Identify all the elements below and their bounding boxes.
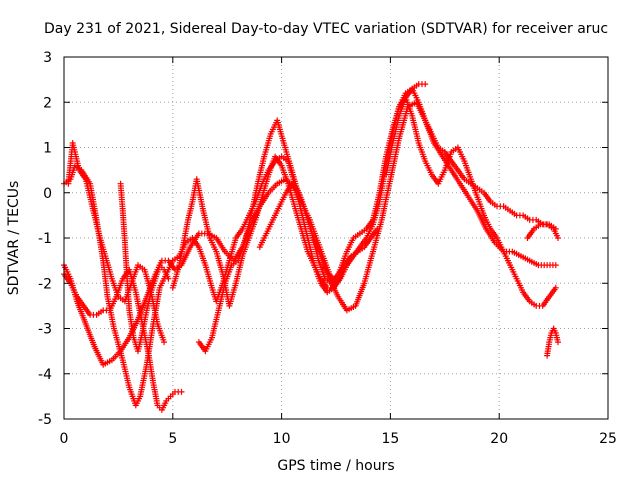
y-tick-label: -5 <box>38 412 52 428</box>
x-tick-label: 15 <box>381 431 399 447</box>
series-track-7 <box>195 117 353 355</box>
y-tick-label: 2 <box>43 95 52 111</box>
x-tick-label: 10 <box>273 431 291 447</box>
x-tick-label: 0 <box>60 431 69 447</box>
x-axis-ticks: 0 5 10 15 20 25 <box>60 57 617 447</box>
series-track-9 <box>524 221 561 241</box>
chart-title: Day 231 of 2021, Sidereal Day-to-day VTE… <box>44 21 608 37</box>
x-axis-title: GPS time / hours <box>277 458 394 474</box>
data-point-markers <box>195 117 353 355</box>
series-track-10 <box>544 325 561 359</box>
data-point-markers <box>256 180 381 287</box>
y-axis-title: SDTVAR / TECUs <box>6 181 22 296</box>
y-tick-label: 3 <box>43 50 52 66</box>
series-track-5 <box>117 180 172 355</box>
y-tick-label: -3 <box>38 322 52 338</box>
series-track-11 <box>256 180 381 287</box>
y-tick-label: 0 <box>43 186 52 202</box>
data-point-markers <box>117 180 172 355</box>
series-track-8 <box>383 85 559 232</box>
data-marks <box>61 81 561 413</box>
data-point-markers <box>544 325 561 359</box>
x-tick-label: 5 <box>168 431 177 447</box>
y-axis-ticks: -5 -4 -3 -2 -1 0 1 2 3 <box>38 50 608 428</box>
data-point-markers <box>524 221 561 241</box>
x-tick-label: 25 <box>599 431 617 447</box>
y-tick-label: -2 <box>38 276 52 292</box>
y-tick-label: -4 <box>38 367 52 383</box>
y-tick-label: 1 <box>43 141 52 157</box>
data-point-markers <box>383 85 559 232</box>
x-tick-label: 20 <box>490 431 508 447</box>
y-tick-label: -1 <box>38 231 52 247</box>
